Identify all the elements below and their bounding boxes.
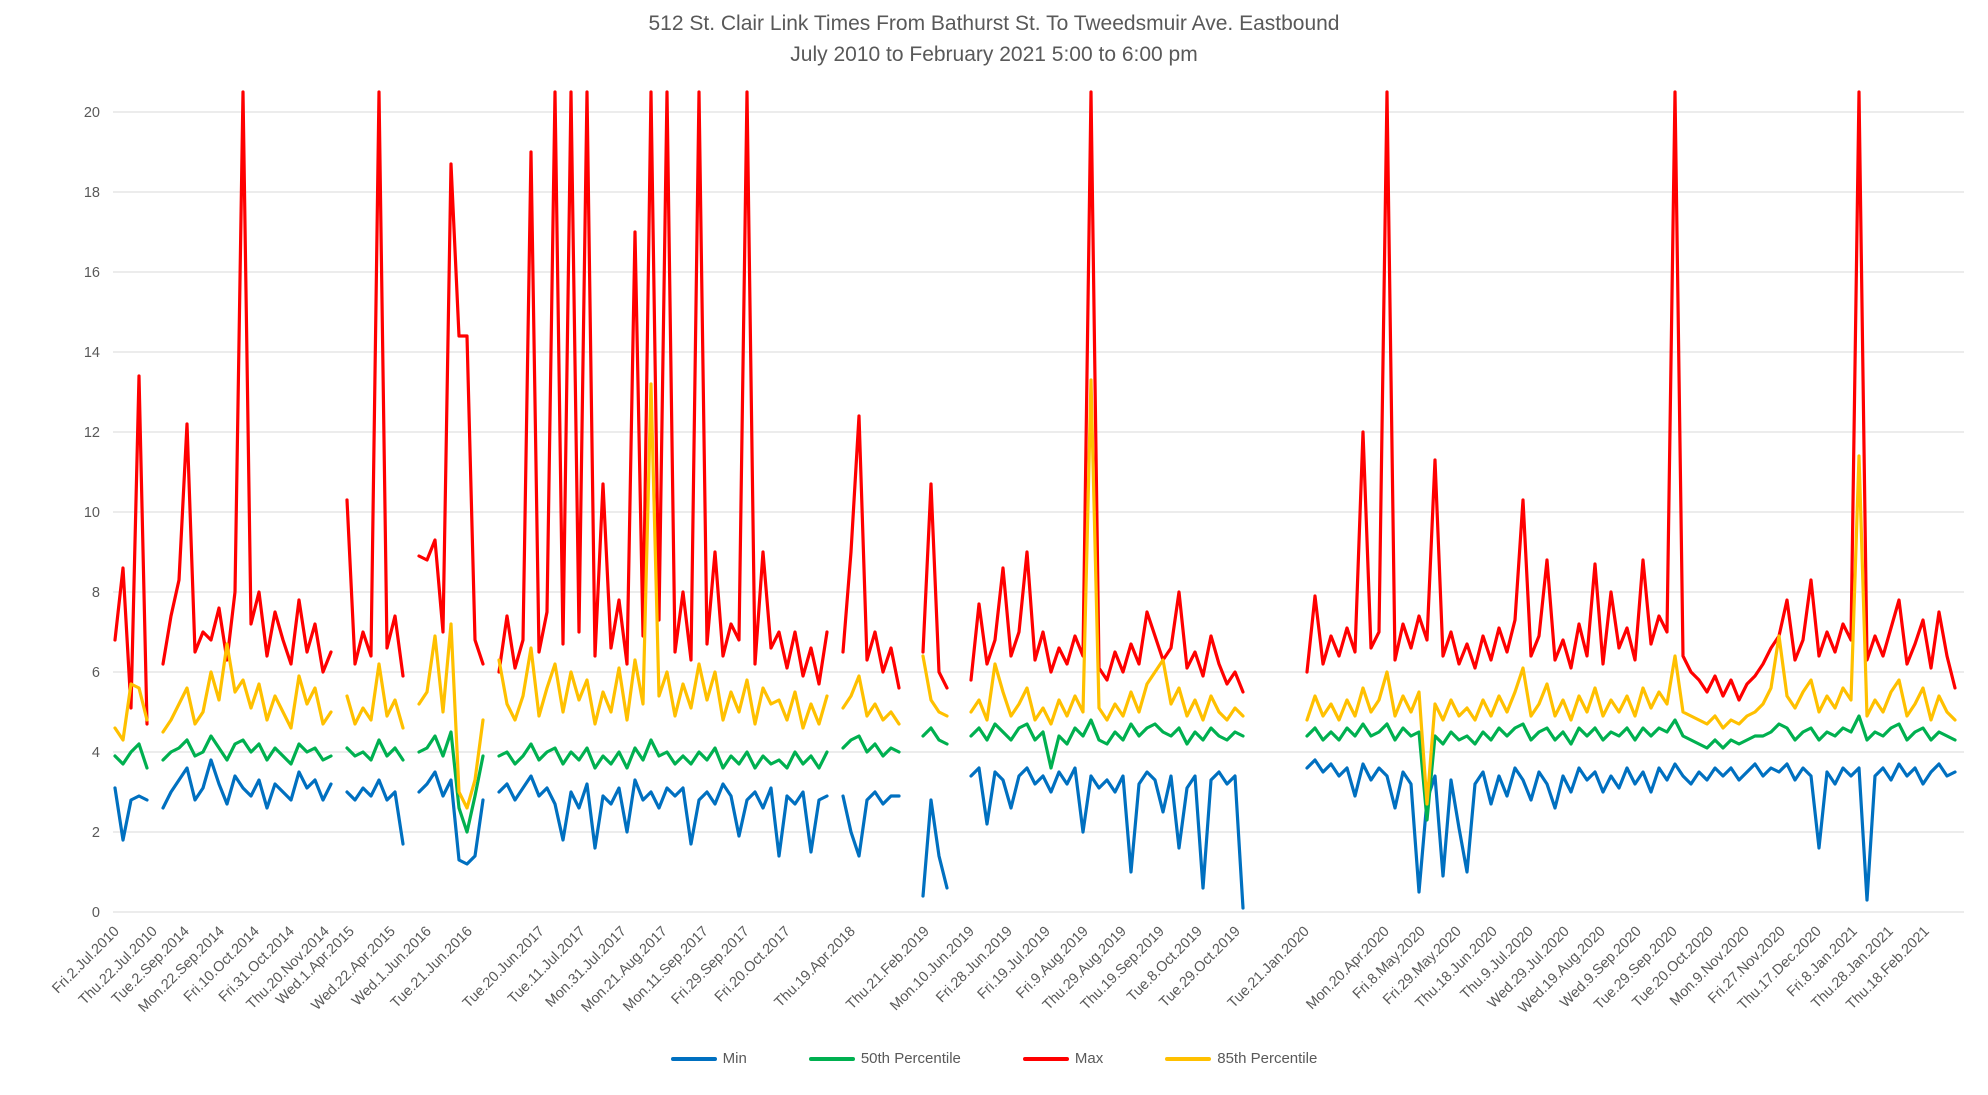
x-axis-tick-label: Thu.21.Feb.2019: [843, 924, 932, 1013]
series-line-50th-percentile: [161, 734, 333, 766]
legend-label: 85th Percentile: [1217, 1050, 1318, 1067]
series-line-max: [921, 482, 949, 690]
y-axis-tick-label: 6: [92, 665, 100, 681]
series-line-min: [161, 758, 333, 810]
legend-label: Max: [1074, 1050, 1104, 1067]
y-axis-tick-label: 14: [84, 345, 100, 361]
legend-item-85th-percentile: 85th Percentile: [1165, 1050, 1317, 1067]
legend-line-swatch: [1022, 1056, 1069, 1061]
legend-line-swatch: [670, 1056, 717, 1061]
series-line-max: [345, 90, 405, 678]
series-line-max: [1305, 90, 1957, 702]
legend-line-swatch: [808, 1056, 855, 1061]
series-line-50th-percentile: [345, 738, 405, 762]
y-axis-tick-label: 20: [84, 105, 100, 121]
y-axis-tick-label: 12: [84, 425, 100, 441]
series-line-max: [161, 90, 333, 674]
y-axis-tick-label: 4: [92, 745, 100, 761]
chart-subtitle: July 2010 to February 2021 5:00 to 6:00 …: [790, 43, 1198, 66]
chart-title-block: 512 St. Clair Link Times From Bathurst S…: [0, 8, 1988, 70]
series-line-50th-percentile: [113, 742, 149, 770]
series-line-max: [113, 374, 149, 726]
series-line-min: [417, 770, 485, 866]
series-line-max: [417, 162, 485, 666]
series-line-85th-percentile: [969, 378, 1245, 726]
series-line-min: [113, 786, 149, 842]
series-line-max: [497, 90, 829, 686]
series-line-85th-percentile: [161, 642, 333, 734]
series-line-max: [841, 414, 901, 690]
y-axis-tick-label: 8: [92, 585, 100, 601]
y-axis-tick-label: 2: [92, 825, 100, 841]
series-line-min: [497, 774, 829, 858]
series-line-50th-percentile: [497, 738, 829, 770]
series-line-min: [345, 778, 405, 846]
series-line-85th-percentile: [1305, 454, 1957, 806]
series-line-50th-percentile: [841, 734, 901, 758]
series-line-85th-percentile: [113, 682, 149, 742]
series-line-85th-percentile: [921, 654, 949, 718]
series-line-max: [969, 90, 1245, 694]
chart-plot-area: 02468101214161820Fri.2.Jul.2010Thu.22.Ju…: [49, 90, 1964, 1017]
series-line-85th-percentile: [417, 622, 485, 810]
legend-line-swatch: [1165, 1056, 1212, 1061]
series-line-85th-percentile: [345, 662, 405, 730]
legend-label: Min: [722, 1050, 747, 1067]
chart-title: 512 St. Clair Link Times From Bathurst S…: [648, 12, 1340, 35]
series-line-50th-percentile: [417, 730, 485, 834]
series-line-50th-percentile: [969, 718, 1245, 770]
y-axis-tick-label: 18: [84, 185, 100, 201]
series-line-50th-percentile: [921, 726, 949, 746]
y-axis-tick-label: 0: [92, 905, 100, 921]
series-line-min: [921, 798, 949, 898]
y-axis-tick-label: 16: [84, 265, 100, 281]
legend-item-min: Min: [670, 1050, 747, 1067]
y-axis-tick-label: 10: [84, 505, 100, 521]
series-line-min: [1305, 758, 1957, 902]
series-line-min: [969, 766, 1245, 910]
series-line-85th-percentile: [497, 382, 829, 730]
legend-item-50th-percentile: 50th Percentile: [808, 1050, 961, 1067]
legend-label: 50th Percentile: [860, 1050, 961, 1067]
chart-legend: Min 50th Percentile Max 85th Percentile: [0, 1050, 1988, 1067]
series-line-85th-percentile: [841, 674, 901, 726]
series-line-min: [841, 790, 901, 858]
series-line-50th-percentile: [1305, 714, 1957, 822]
legend-item-max: Max: [1022, 1050, 1104, 1067]
